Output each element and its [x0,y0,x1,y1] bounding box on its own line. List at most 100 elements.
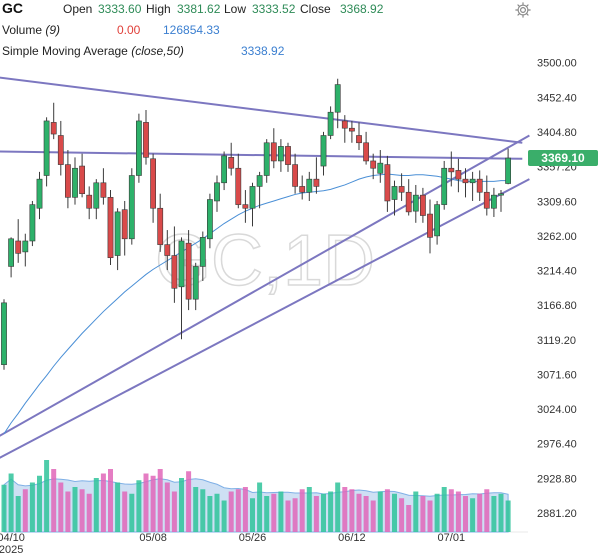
sma-line [3,173,509,435]
y-tick-label: 3166.80 [537,300,577,312]
y-tick-label: 3500.00 [537,58,577,70]
volume-bar [271,493,277,532]
volume-bar [328,491,334,532]
trendline-resistance-upper [0,76,523,144]
candle-body [136,120,142,176]
volume-bar [285,500,291,532]
candle-body [490,194,497,209]
volume-bar [150,475,156,532]
volume-bar [356,493,362,532]
y-tick-label: 2976.40 [537,439,577,451]
y-tick-label: 3404.80 [537,127,577,139]
candle-body [363,142,369,162]
volume-bar [292,498,298,532]
volume-bar [264,496,270,532]
volume-bar [392,493,397,532]
volume-bar [505,500,511,532]
x-tick-label: 05/26 [239,532,267,544]
sma-layer [3,173,509,435]
candle-body [462,178,469,184]
candle-body [398,186,405,193]
volume-bar [455,491,461,532]
candle-body [36,178,43,209]
candle-body [348,127,355,132]
candle-body [43,120,50,176]
candle-body [341,120,348,129]
open-label: Open [63,2,93,16]
candle-body [214,182,220,202]
trendline-rising-upper [0,134,530,437]
candle-body [391,186,398,200]
y-tick-label: 3309.60 [537,196,577,208]
volume-bar [477,493,483,532]
y-tick-label: 3452.40 [537,92,577,104]
trendline-layer[interactable] [0,76,530,459]
candle-body [313,178,320,187]
volume-bar [207,496,213,532]
y-axis[interactable]: 3500.003452.403404.803357.203309.603262.… [528,58,598,520]
candle-body [370,160,377,169]
high-label: High [146,2,171,16]
volume-bar [242,487,248,532]
volume-bar [349,489,355,532]
volume-bar [44,460,50,532]
close-label: Close [300,2,331,16]
candle-body [100,182,107,198]
y-tick-label: 3024.00 [537,404,577,416]
candle-body [320,135,327,167]
volume-value-a: 0.00 [117,23,141,37]
candle-body [57,135,64,165]
candle-body [228,157,235,169]
candle-body [384,164,391,202]
volume-bar [1,484,7,532]
volume-bar [306,487,312,532]
close-value: 3368.92 [340,2,384,16]
candle-body [157,207,164,245]
volume-bar [29,482,35,532]
candle-body [498,193,504,196]
volume-bar [434,493,440,532]
candle-body [121,209,128,240]
candle-body [128,175,135,240]
gear-icon[interactable] [514,1,532,19]
volume-bar [214,493,220,532]
candle-body [327,111,334,136]
candle-body [441,167,448,205]
candle-body [86,194,93,209]
volume-bar [420,496,426,532]
candle-body [285,146,291,165]
candles-layer [1,78,511,370]
trendline-horizontal [0,150,523,160]
candle-body [469,178,476,184]
candle-body [1,302,7,365]
volume-bar [441,487,447,532]
last-price-label: 3369.10 [541,151,585,165]
candle-body [263,142,270,176]
candle-body [476,178,483,193]
volume-bar [363,496,369,532]
candle-body [427,213,433,238]
volume-bar [299,489,305,532]
candle-body [29,204,36,242]
y-tick-label: 3119.20 [537,335,576,347]
volume-bar [278,491,284,532]
volume-bar [427,500,433,532]
volume-bar [484,489,490,532]
candle-body [22,240,29,253]
volume-bar [15,496,21,532]
candle-body [306,178,313,193]
high-value: 3381.62 [177,2,221,16]
candle-body [8,238,14,267]
low-label: Low [224,2,247,16]
volume-label: Volume (9) [2,23,61,37]
symbol-label: GC [2,0,23,16]
volume-bar [342,487,348,532]
volume-bar [221,500,227,532]
volume-bar [200,489,206,532]
volume-bar [250,498,255,532]
candle-body [65,164,71,198]
volume-bar [157,469,163,532]
volume-layer [1,460,511,533]
